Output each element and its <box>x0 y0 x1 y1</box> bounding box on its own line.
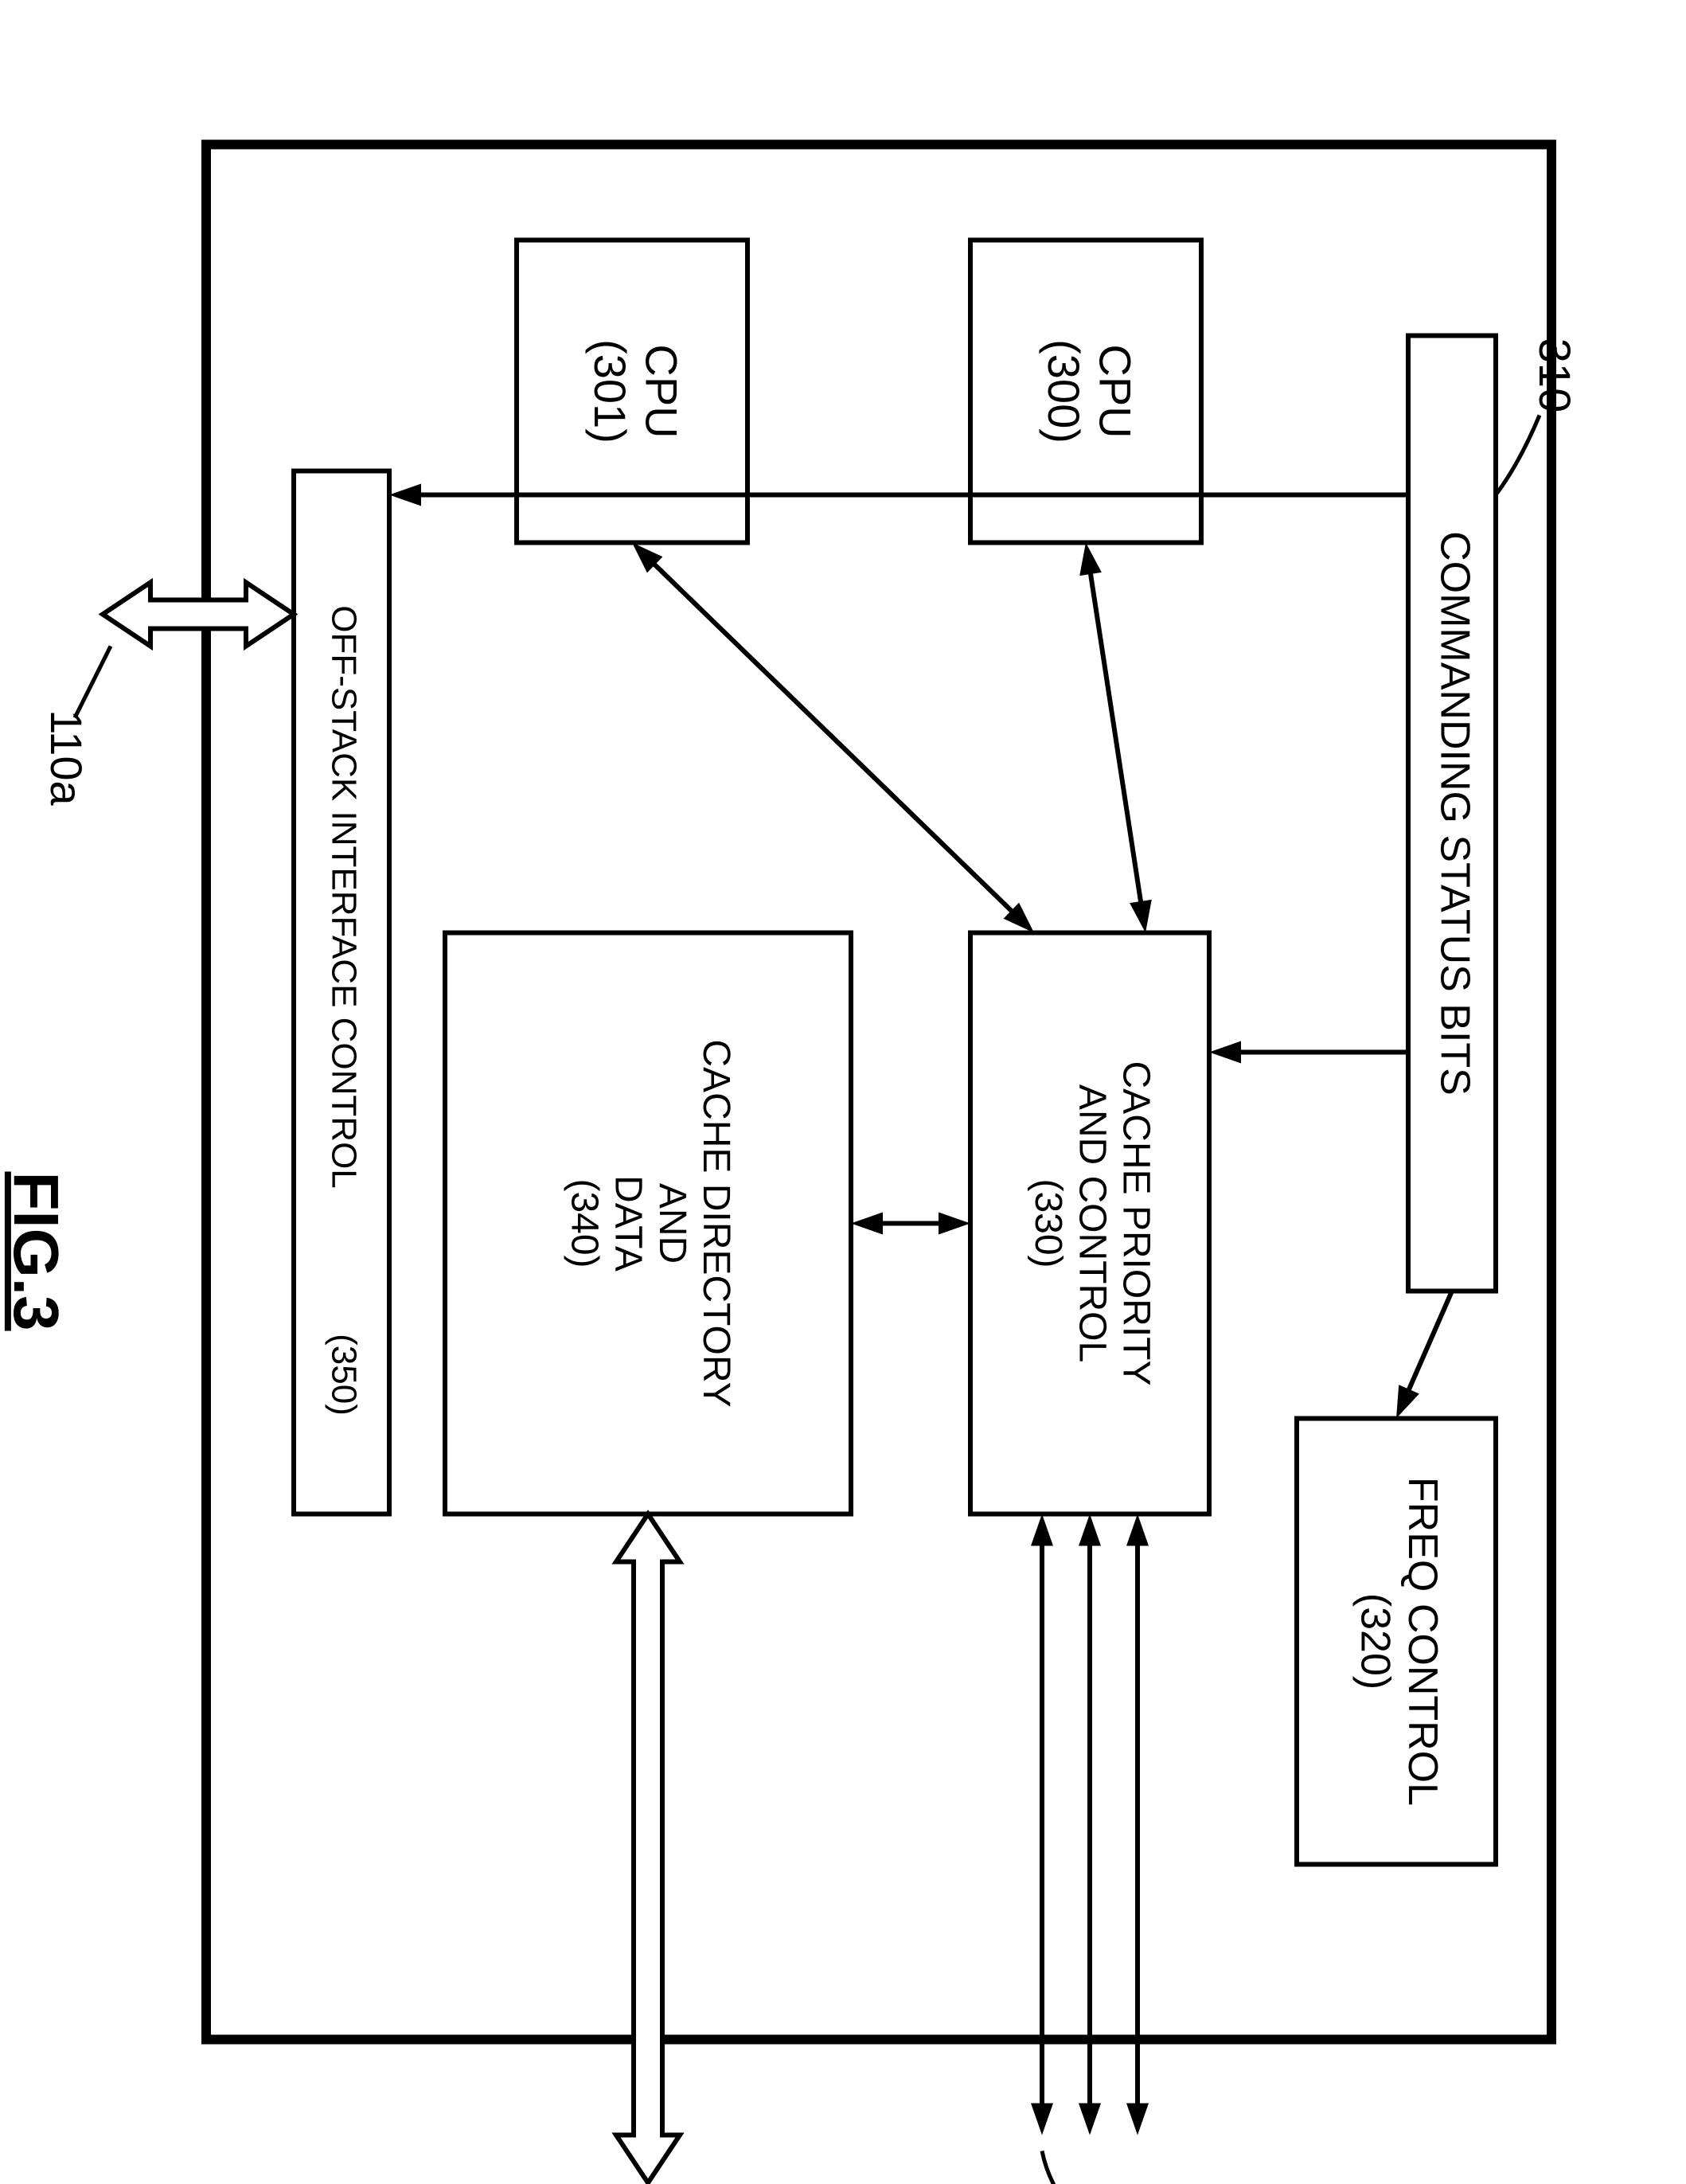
arrow-cmd-freq <box>1403 1291 1452 1403</box>
cpu0-label: (300) <box>1039 339 1089 443</box>
dir-label: DATA <box>607 1175 650 1272</box>
arrow-cache-dir-h1 <box>939 1213 970 1235</box>
leader-360 <box>1042 2151 1082 2184</box>
cpu1-label: CPU <box>636 344 686 438</box>
arrow-cmd-freq-h2 <box>1396 1385 1419 1418</box>
arrow-360-2-h2 <box>1031 2104 1053 2135</box>
off-label-num: (350) <box>324 1334 363 1416</box>
arrow-cmd-cache-h2 <box>1209 1041 1241 1064</box>
landscape-group: COMMANDING STATUS BITS FREQ CONTROL(320) C… <box>1 145 1580 2184</box>
arrow-cpu1-cache <box>645 555 1021 920</box>
cpu0-label: CPU <box>1090 344 1140 438</box>
arrow-370 <box>616 1514 680 2183</box>
diagram-page: COMMANDING STATUS BITS FREQ CONTROL(320) C… <box>0 0 1686 2184</box>
arrow-360-1-h2 <box>1079 2104 1101 2135</box>
ref-110a: 110a <box>41 709 92 806</box>
diagram-svg: COMMANDING STATUS BITS FREQ CONTROL(320) C… <box>0 0 1686 2184</box>
arrow-360-2-h1 <box>1031 1514 1053 1546</box>
arrow-360-0-h1 <box>1126 1514 1149 1546</box>
cpu1-label: (301) <box>585 339 635 443</box>
leader-110a <box>75 647 111 718</box>
arrow-cache-dir-h2 <box>851 1213 883 1235</box>
dir-label: AND <box>651 1183 693 1264</box>
arrow-360-1-h1 <box>1079 1514 1101 1546</box>
arrow-360-0-h2 <box>1126 2104 1149 2135</box>
freq-label: FREQ CONTROL <box>1399 1477 1446 1806</box>
cache-label: AND CONTROL <box>1071 1084 1113 1362</box>
leader-310 <box>1496 416 1540 495</box>
freq-label: (320) <box>1352 1593 1398 1690</box>
dir-label: (340) <box>564 1178 606 1268</box>
off-label: OFF-STACK INTERFACE CONTROL <box>324 605 363 1189</box>
cmd-label: COMMANDING STATUS BITS <box>1431 531 1477 1096</box>
ref-310: 310 <box>1530 338 1580 412</box>
cache-label: CACHE PRIORITY <box>1115 1061 1157 1385</box>
arrow-cpu0-cache-h2 <box>1130 900 1152 933</box>
cache-label: (330) <box>1027 1178 1069 1268</box>
arrow-110a <box>103 583 294 647</box>
arrow-cpu0-cache <box>1088 560 1142 916</box>
arrow-cmd-off-h2 <box>389 484 421 506</box>
fig-label: FIG.3 <box>1 1171 72 1330</box>
arrow-cpu0-cache-h1 <box>1079 543 1102 576</box>
dir-label: CACHE DIRECTORY <box>695 1039 737 1407</box>
